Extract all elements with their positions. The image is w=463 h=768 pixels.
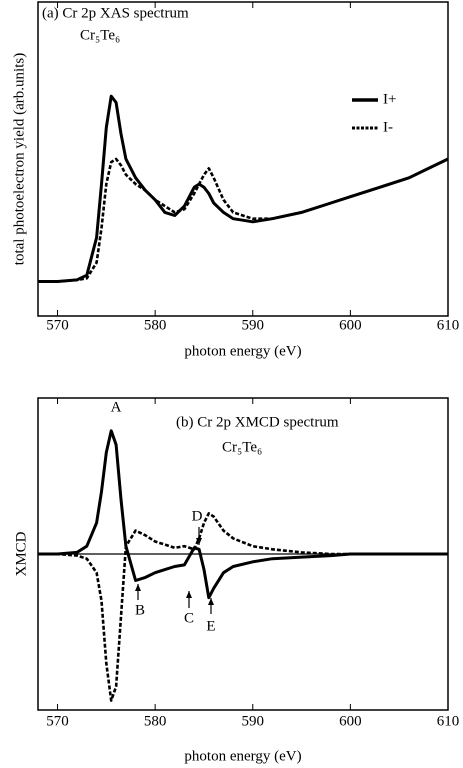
series-line: [38, 512, 448, 702]
x-tick-label: 570: [46, 317, 69, 333]
x-axis-label: photon energy (eV): [184, 343, 301, 359]
arrow-head: [196, 538, 202, 545]
x-tick-label: 580: [144, 713, 167, 729]
x-tick-label: 580: [144, 317, 167, 333]
annotation: (a) Cr 2p XAS spectrum: [42, 5, 189, 21]
legend-label: I+: [383, 91, 396, 107]
annotation: (b) Cr 2p XMCD spectrum: [176, 414, 339, 430]
plot-frame: [37, 1, 449, 317]
y-axis-label: XMCD: [13, 531, 29, 576]
arrow-head: [186, 591, 192, 598]
x-tick-label: 600: [339, 713, 362, 729]
x-tick-label: 600: [339, 317, 362, 333]
series-line: [38, 94, 449, 283]
series-line: [38, 429, 448, 600]
series-line: [38, 157, 449, 283]
x-axis-label: photon energy (eV): [184, 748, 301, 764]
arrow-head: [208, 598, 214, 605]
annotation: C: [184, 610, 194, 626]
annotation: D: [192, 508, 203, 524]
y-axis-label: total photoelectron yield (arb.units): [11, 53, 27, 265]
arrow-head: [135, 584, 141, 591]
annotation: E: [206, 618, 215, 634]
annotation: B: [135, 602, 145, 618]
x-tick-label: 610: [437, 713, 460, 729]
annotation: Cr₅Te₆: [80, 27, 120, 43]
x-tick-label: 610: [437, 317, 460, 333]
x-tick-label: 590: [242, 317, 265, 333]
x-tick-label: 570: [46, 713, 69, 729]
x-tick-label: 590: [242, 713, 265, 729]
annotation: Cr₅Te₆: [222, 439, 262, 455]
annotation: A: [111, 399, 122, 415]
legend-label: I-: [383, 119, 393, 135]
